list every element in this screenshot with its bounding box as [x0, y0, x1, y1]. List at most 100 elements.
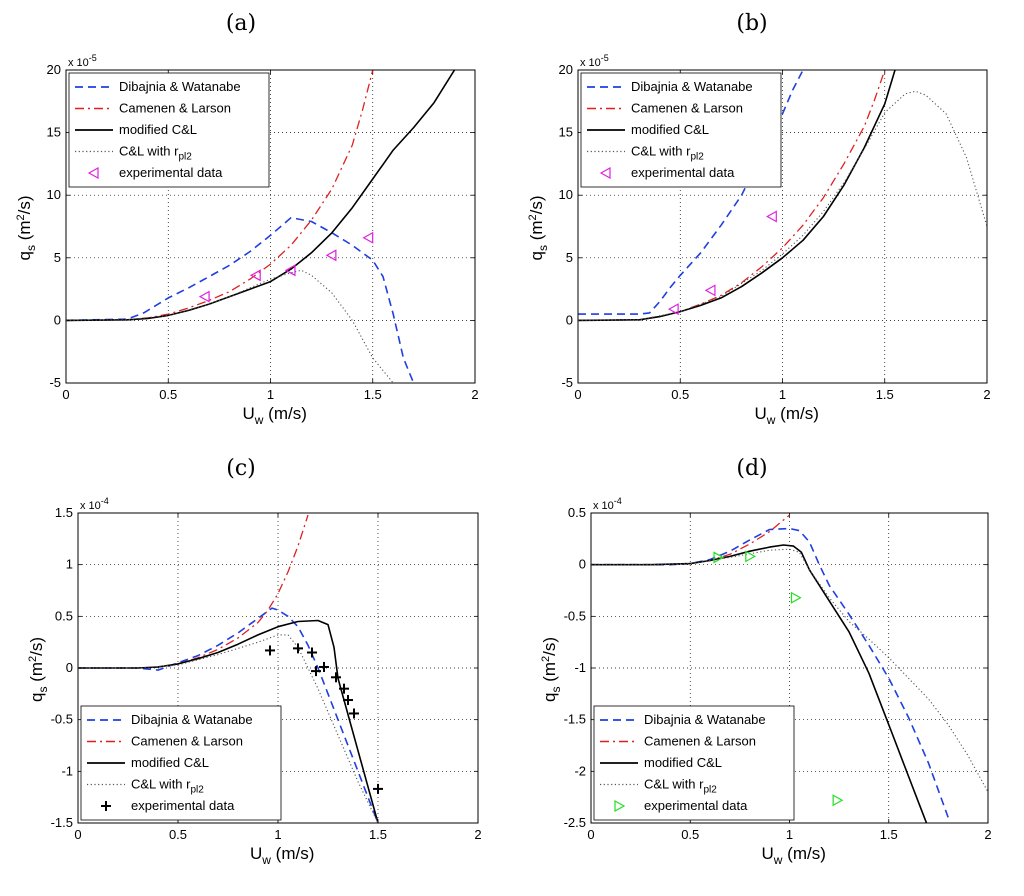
x-axis-label: Uw (m/s) [250, 844, 314, 867]
x-axis-label-sub: w [766, 413, 776, 427]
y-tick-label: 1 [66, 557, 73, 572]
legend-item: experimental data [614, 798, 748, 813]
y-axis-label: qs (m2/s) [527, 195, 550, 260]
x-axis-label: Uw (m/s) [243, 404, 307, 427]
series-group [78, 514, 383, 823]
legend-item: C&L with rpl2 [600, 777, 717, 796]
series-line [66, 70, 456, 322]
legend-item: Camenen & Larson [87, 734, 243, 749]
series-line [591, 514, 790, 566]
axes-box [65, 69, 476, 384]
legend-item: experimental data [599, 165, 735, 180]
y-axis-label: qs (m2/s) [27, 637, 50, 702]
panel-title: (c) [226, 456, 256, 481]
legend-label: C&L with rpl2 [644, 777, 717, 796]
series-line [78, 634, 379, 823]
legend-box [593, 705, 795, 821]
x-axis-label-sub: w [773, 853, 783, 867]
legend-label: Dibajnia & Watanabe [131, 712, 253, 727]
y-axis-label-tail: /s) [540, 637, 559, 656]
y-tick-label: 20 [47, 62, 61, 77]
legend-label-sub: pl2 [703, 785, 717, 796]
series-line [78, 619, 379, 823]
y-scale-factor: x 10-4 [593, 496, 622, 512]
data-point [790, 591, 802, 604]
legend-marker [614, 799, 626, 813]
legend-marker [101, 801, 111, 811]
legend: Dibajnia & Watanabe Camenen & Larson modif… [593, 705, 795, 821]
x-tick-label: 1.5 [880, 827, 898, 842]
data-point [331, 672, 341, 683]
y-tick-label: -0.5 [564, 608, 586, 623]
legend-item: experimental data [87, 165, 223, 180]
y-tick-label: -5 [49, 375, 61, 390]
y-tick-label: 5 [54, 250, 61, 265]
data-point [667, 303, 679, 316]
y-scale-exponent: -5 [89, 53, 97, 63]
data-point [832, 794, 844, 807]
x-tick-label: 1 [274, 827, 281, 842]
x-axis-label: Uw (m/s) [762, 844, 826, 867]
y-axis-label-sub: s [536, 245, 550, 251]
y-tick-label: 10 [47, 187, 61, 202]
series-group [578, 70, 987, 322]
y-tick-label: 0.5 [568, 505, 586, 520]
y-axis-label-sup: 2 [527, 214, 539, 220]
legend-label: Camenen & Larson [631, 101, 743, 116]
y-tick-label: -1.5 [564, 712, 586, 727]
x-tick-label: 0 [74, 827, 81, 842]
x-tick-label: 0.5 [671, 387, 689, 402]
y-tick-label: 15 [47, 125, 61, 140]
legend-item: C&L with rpl2 [75, 144, 192, 163]
legend-label: experimental data [131, 798, 235, 813]
series-line [578, 70, 804, 315]
panel-title: (a) [226, 11, 256, 36]
legend-marker [87, 166, 99, 180]
panel-title: (b) [736, 11, 767, 36]
axes-box [577, 69, 988, 384]
y-scale-exponent: -5 [601, 53, 609, 63]
y-axis-label-sup: 2 [27, 656, 39, 662]
data-point [362, 231, 374, 244]
x-tick-label: 0.5 [159, 387, 177, 402]
legend-item: C&L with rpl2 [587, 144, 704, 163]
legend-item: experimental data [101, 798, 235, 813]
data-point [713, 551, 725, 564]
legend-item: Dibajnia & Watanabe [587, 79, 753, 94]
legend-label: Dibajnia & Watanabe [631, 79, 753, 94]
legend-item: Camenen & Larson [587, 101, 743, 116]
x-tick-label: 2 [984, 827, 991, 842]
y-tick-label: 0 [579, 557, 586, 572]
y-axis-label-unit: (m [15, 220, 34, 245]
y-tick-label: 0 [66, 660, 73, 675]
legend-item: modified C&L [75, 122, 197, 137]
y-tick-label: 5 [566, 250, 573, 265]
y-tick-label: 15 [559, 125, 573, 140]
y-tick-label: -0.5 [51, 712, 73, 727]
data-point [349, 708, 359, 719]
data-point [343, 695, 353, 706]
y-tick-label: -1 [61, 763, 73, 778]
x-axis-label-unit: (m/s) [271, 844, 314, 863]
panel-title: (d) [736, 456, 767, 481]
legend: Dibajnia & Watanabe Camenen & Larson modif… [80, 705, 282, 821]
legend-label: Camenen & Larson [131, 734, 243, 749]
y-axis-label-sub: s [24, 245, 38, 251]
x-axis-label: Uw (m/s) [755, 404, 819, 427]
y-tick-label: -1 [574, 660, 586, 675]
legend-label: modified C&L [631, 122, 709, 137]
legend: Dibajnia & Watanabe Camenen & Larson modif… [68, 72, 270, 188]
legend-item: modified C&L [87, 755, 209, 770]
legend-item: C&L with rpl2 [87, 777, 204, 796]
legend-item: modified C&L [587, 122, 709, 137]
y-tick-label: 1.5 [55, 505, 73, 520]
x-tick-label: 0 [62, 387, 69, 402]
x-tick-label: 1.5 [876, 387, 894, 402]
panel-d: (d) 0 0.5 1 1.5 2 -2.5 -2 -1.5 -1 -0.5 0 0.5 x 10-4 Uw… [540, 456, 992, 867]
data-point [293, 643, 303, 654]
axes-box [77, 512, 479, 824]
x-axis-label-sub: w [261, 853, 271, 867]
y-tick-label: 20 [559, 62, 573, 77]
legend-label-sub: pl2 [690, 152, 704, 163]
y-axis-label-sup: 2 [540, 656, 552, 662]
